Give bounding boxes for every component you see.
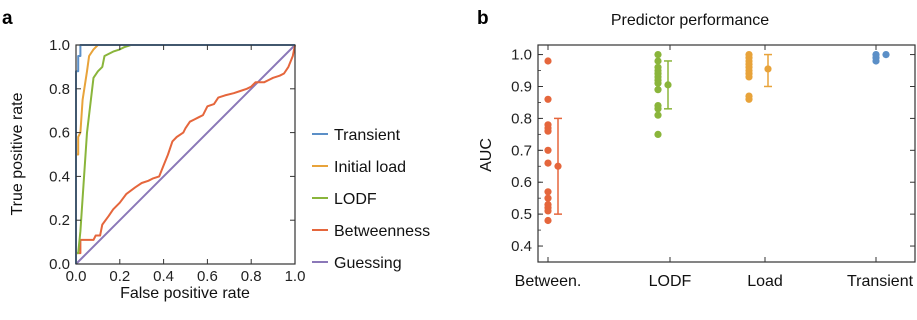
panel-b-label: b [477,8,489,29]
auc-data-point [544,159,552,167]
auc-points-group [544,51,890,225]
roc-y-tick-label: 1.0 [49,37,70,54]
auc-mean-point [554,162,562,170]
auc-y-tick-label: 0.5 [511,206,532,223]
auc-x-tick-label: LODF [649,273,692,290]
auc-y-tick-label: 0.6 [511,174,532,191]
auc-data-point [882,51,890,59]
roc-y-tick-label: 0.4 [49,168,70,185]
roc-x-tick-label: 1.0 [285,268,306,285]
auc-data-point [544,146,552,154]
roc-x-tick-label: 0.4 [153,268,174,285]
auc-data-point [745,73,753,81]
auc-y-tick-label: 0.9 [511,78,532,95]
auc-data-point [872,57,880,65]
auc-data-point [654,86,662,94]
auc-mean-point [764,65,772,73]
auc-x-tick-label: Transient [847,273,914,290]
auc-data-point [654,79,662,87]
auc-y-axis-label: AUC [478,138,495,172]
auc-data-point [544,57,552,65]
roc-chart: 0.0 0.2 0.4 0.6 0.8 1.0 0.0 0.2 0.4 0.6 0.8 1.0 Fa… [9,37,430,302]
roc-y-tick-label: 0.2 [49,212,70,229]
auc-data-point [654,51,662,59]
auc-x-tick-label: Load [747,273,783,290]
roc-y-tick-label: 0.8 [49,81,70,98]
roc-y-tick-label: 0.0 [49,256,70,273]
roc-x-tick-label: 0.6 [197,268,218,285]
roc-y-axis: 0.0 0.2 0.4 0.6 0.8 1.0 [49,37,295,273]
legend-label: LODF [334,191,377,208]
auc-data-point [654,57,662,65]
auc-data-point [544,127,552,135]
panel-a-label: a [2,8,13,29]
auc-data-point [544,95,552,103]
auc-data-point [544,207,552,215]
auc-data-point [544,216,552,225]
auc-data-point [654,105,662,113]
roc-line-initial-load [75,44,295,264]
legend-label: Initial load [334,159,406,176]
auc-data-point [654,111,662,119]
auc-data-point [544,194,552,202]
legend-label: Betweenness [334,223,430,240]
auc-chart: Predictor performance 0.4 0.5 0.6 0.7 0.8 0.9… [478,12,916,290]
legend-label: Transient [334,127,401,144]
roc-x-axis-label: False positive rate [120,285,250,302]
roc-x-tick-label: 0.2 [109,268,130,285]
auc-data-point [544,188,552,196]
auc-y-tick-label: 1.0 [511,47,532,64]
auc-data-point [745,95,753,103]
auc-y-tick-label: 0.8 [511,110,532,127]
auc-x-tick-label: Between. [515,273,582,290]
roc-legend: Transient Initial load LODF Betweenness Gues… [312,127,430,272]
roc-line-guessing [75,44,296,265]
auc-mean-point [664,81,672,89]
roc-line-betweenness [75,44,296,264]
auc-data-point [654,130,662,138]
legend-label: Guessing [334,255,402,272]
roc-y-tick-label: 0.6 [49,125,70,142]
roc-series-group [75,44,296,265]
roc-x-tick-label: 0.8 [241,268,262,285]
auc-y-axis: 0.4 0.5 0.6 0.7 0.8 0.9 1.0 [511,47,915,263]
roc-plot-frame [75,44,296,265]
roc-x-tick-label: 0.0 [66,268,87,285]
auc-x-axis: Between. LODF Load Transient [515,45,914,290]
auc-plot-frame [537,44,916,263]
roc-line-lodf [75,44,295,264]
auc-y-tick-label: 0.4 [511,238,532,255]
auc-y-tick-label: 0.7 [511,142,532,159]
roc-x-axis: 0.0 0.2 0.4 0.6 0.8 1.0 [66,45,306,285]
roc-y-axis-label: True positive rate [9,92,26,215]
auc-chart-title: Predictor performance [611,12,769,29]
